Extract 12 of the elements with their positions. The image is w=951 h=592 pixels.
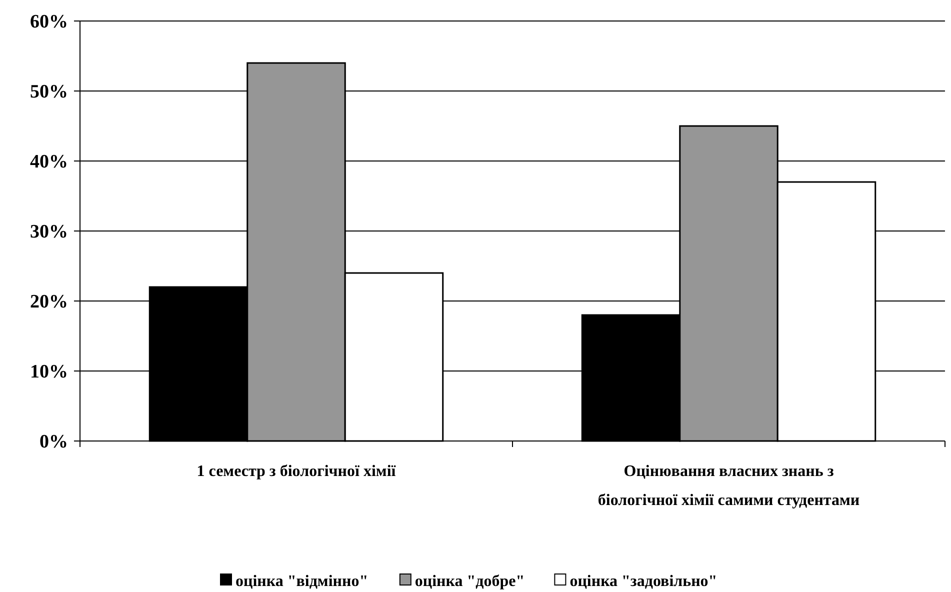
y-tick-label: 60% xyxy=(30,12,68,33)
legend-label: оцінка "добре" xyxy=(414,573,525,590)
legend-label: оцінка "відмінно" xyxy=(236,573,368,590)
x-tick-label: 1 семестр з біологічної хімії xyxy=(196,463,396,480)
y-tick-label: 10% xyxy=(30,362,68,383)
y-tick-label: 40% xyxy=(30,152,68,173)
x-tick-label: Оцінювання власних знань з біологічної хімії самими студентами xyxy=(598,463,860,509)
y-tick-label: 50% xyxy=(30,82,68,103)
y-tick-label: 20% xyxy=(30,292,68,313)
y-tick-label: 0% xyxy=(40,432,68,453)
legend-label: оцінка "задовільно" xyxy=(570,573,718,590)
y-tick-label: 30% xyxy=(30,222,68,243)
